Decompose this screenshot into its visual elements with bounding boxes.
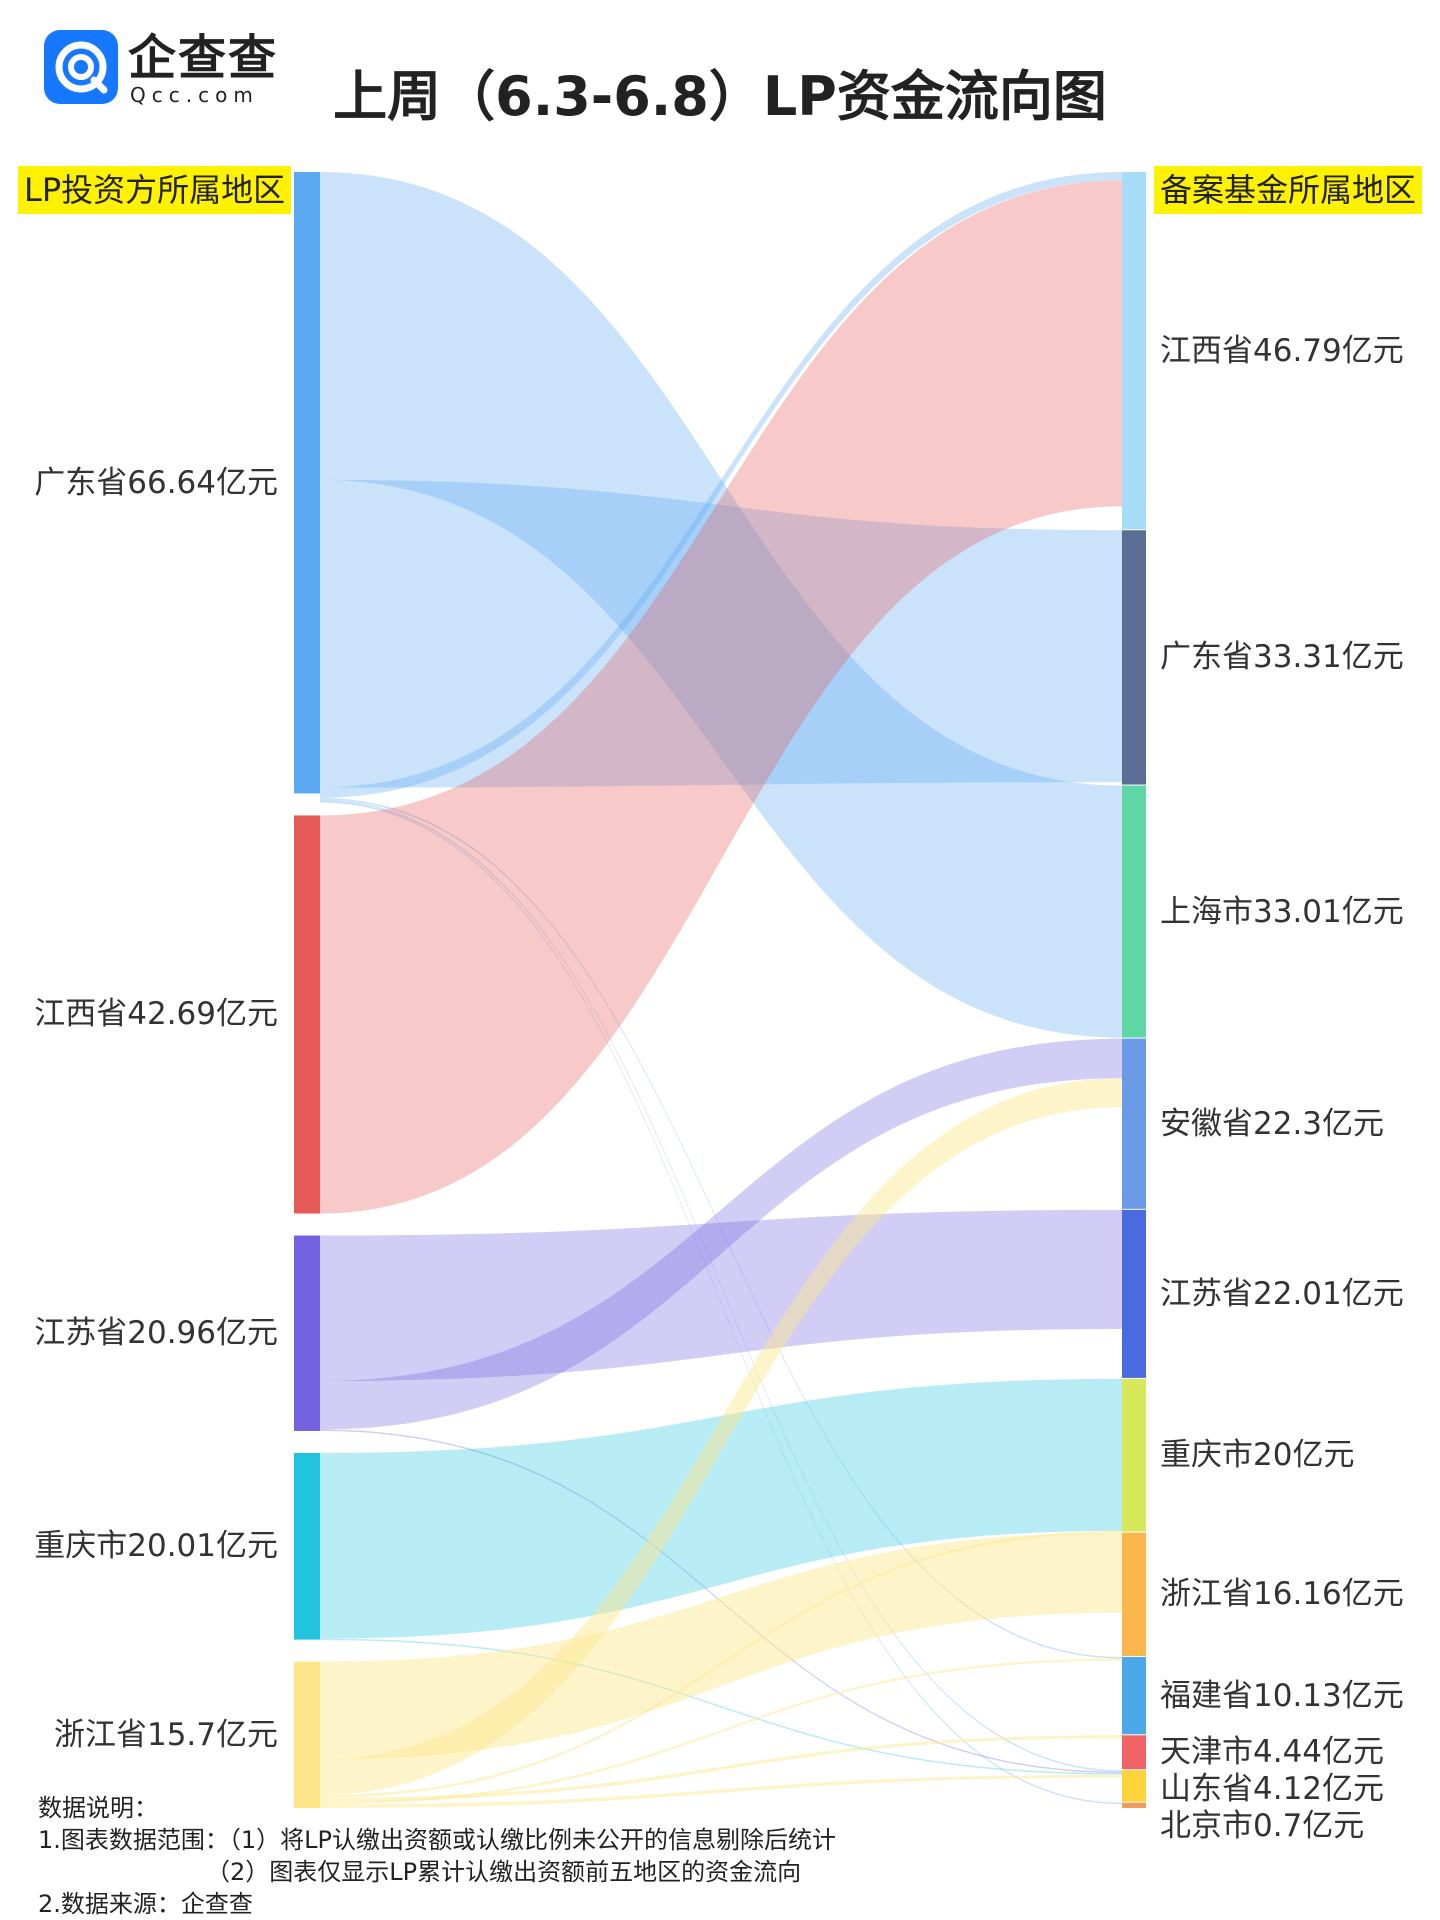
notes-source: 2.数据来源：企查查 xyxy=(38,1890,253,1918)
links-layer xyxy=(320,172,1122,1808)
link-cq_src-to-sd_t xyxy=(320,1638,1122,1775)
node-gd_src xyxy=(294,172,320,794)
data-notes: 数据说明： 1.图表数据范围：（1）将LP认缴出资额或认缴比例未公开的信息剔除后… xyxy=(38,1792,836,1920)
link-cq_src-to-cq_t xyxy=(320,1378,1122,1639)
link-js_src-to-js_t xyxy=(320,1209,1122,1382)
node-jx_t xyxy=(1122,172,1146,530)
nodes-layer xyxy=(294,172,1146,1808)
node-sd_t xyxy=(1122,1770,1146,1802)
link-gd_src-to-sh_t xyxy=(320,172,1122,1038)
label-zj_t: 浙江省16.16亿元 xyxy=(1160,1576,1404,1613)
label-sd_t: 山东省4.12亿元 xyxy=(1160,1771,1385,1808)
label-zj_src: 浙江省15.7亿元 xyxy=(53,1716,278,1753)
node-cq_t xyxy=(1122,1378,1146,1532)
link-zj_src-to-tj_t xyxy=(320,1735,1122,1802)
header-fund-region: 备案基金所属地区 xyxy=(1153,166,1422,214)
link-js_src-to-ah_t xyxy=(320,1038,1122,1430)
page-title: 上周（6.3-6.8）LP资金流向图 xyxy=(333,65,1107,128)
link-zj_src-to-fj_t xyxy=(320,1658,1122,1805)
link-gd_src-to-fj_t xyxy=(320,797,1122,1659)
node-sh_t xyxy=(1122,785,1146,1038)
notes-scope-detail: （2）图表仅显示LP累计认缴出资额前五地区的资金流向 xyxy=(206,1858,802,1886)
logo-name: 企查查 xyxy=(128,30,279,86)
node-js_t xyxy=(1122,1209,1146,1378)
link-zj_src-to-ah_t xyxy=(320,1078,1122,1795)
link-gd_src-to-jx_t xyxy=(320,172,1122,798)
node-jx_src xyxy=(294,815,320,1214)
qcc-logo-icon xyxy=(44,30,118,104)
label-bj_t: 北京市0.7亿元 xyxy=(1160,1808,1365,1845)
label-js_src: 江苏省20.96亿元 xyxy=(34,1315,278,1352)
label-js_t: 江苏省22.01亿元 xyxy=(1160,1275,1404,1312)
label-gd_src: 广东省66.64亿元 xyxy=(34,464,278,501)
link-jx_src-to-jx_t xyxy=(320,180,1122,1214)
node-gd_t xyxy=(1122,530,1146,785)
label-gd_t: 广东省33.31亿元 xyxy=(1160,639,1404,676)
label-cq_t: 重庆市20亿元 xyxy=(1160,1437,1355,1474)
link-js_src-to-sd_t xyxy=(320,1429,1122,1774)
link-zj_src-to-cq_t xyxy=(320,1530,1122,1798)
label-jx_t: 江西省46.79亿元 xyxy=(1160,332,1404,369)
node-zj_src xyxy=(294,1661,320,1808)
node-fj_t xyxy=(1122,1656,1146,1735)
link-zj_src-to-zj_t xyxy=(320,1532,1122,1760)
label-ah_t: 安徽省22.3亿元 xyxy=(1160,1105,1385,1142)
logo-domain: Qcc.com xyxy=(130,83,259,107)
link-gd_src-to-sd_t xyxy=(320,799,1122,1772)
node-bj_t xyxy=(1122,1802,1146,1808)
logo: 企查查 Qcc.com xyxy=(44,30,284,107)
label-cq_src: 重庆市20.01亿元 xyxy=(34,1528,278,1565)
node-ah_t xyxy=(1122,1038,1146,1209)
link-gd_src-to-gd_t xyxy=(320,479,1122,788)
node-zj_t xyxy=(1122,1532,1146,1656)
label-fj_t: 福建省10.13亿元 xyxy=(1160,1677,1404,1714)
link-gd_src-to-bj_t xyxy=(320,801,1122,1805)
label-tj_t: 天津市4.44亿元 xyxy=(1160,1734,1385,1771)
notes-heading: 数据说明： xyxy=(38,1794,158,1822)
node-cq_src xyxy=(294,1452,320,1640)
header-lp-region: LP投资方所属地区 xyxy=(18,166,292,214)
node-js_src xyxy=(294,1235,320,1431)
label-jx_src: 江西省42.69亿元 xyxy=(34,996,278,1033)
label-sh_t: 上海市33.01亿元 xyxy=(1160,893,1404,930)
link-zj_src-to-sd_t xyxy=(320,1774,1122,1808)
notes-scope: 1.图表数据范围：（1）将LP认缴出资额或认缴比例未公开的信息剔除后统计 xyxy=(38,1826,837,1854)
node-tj_t xyxy=(1122,1735,1146,1770)
